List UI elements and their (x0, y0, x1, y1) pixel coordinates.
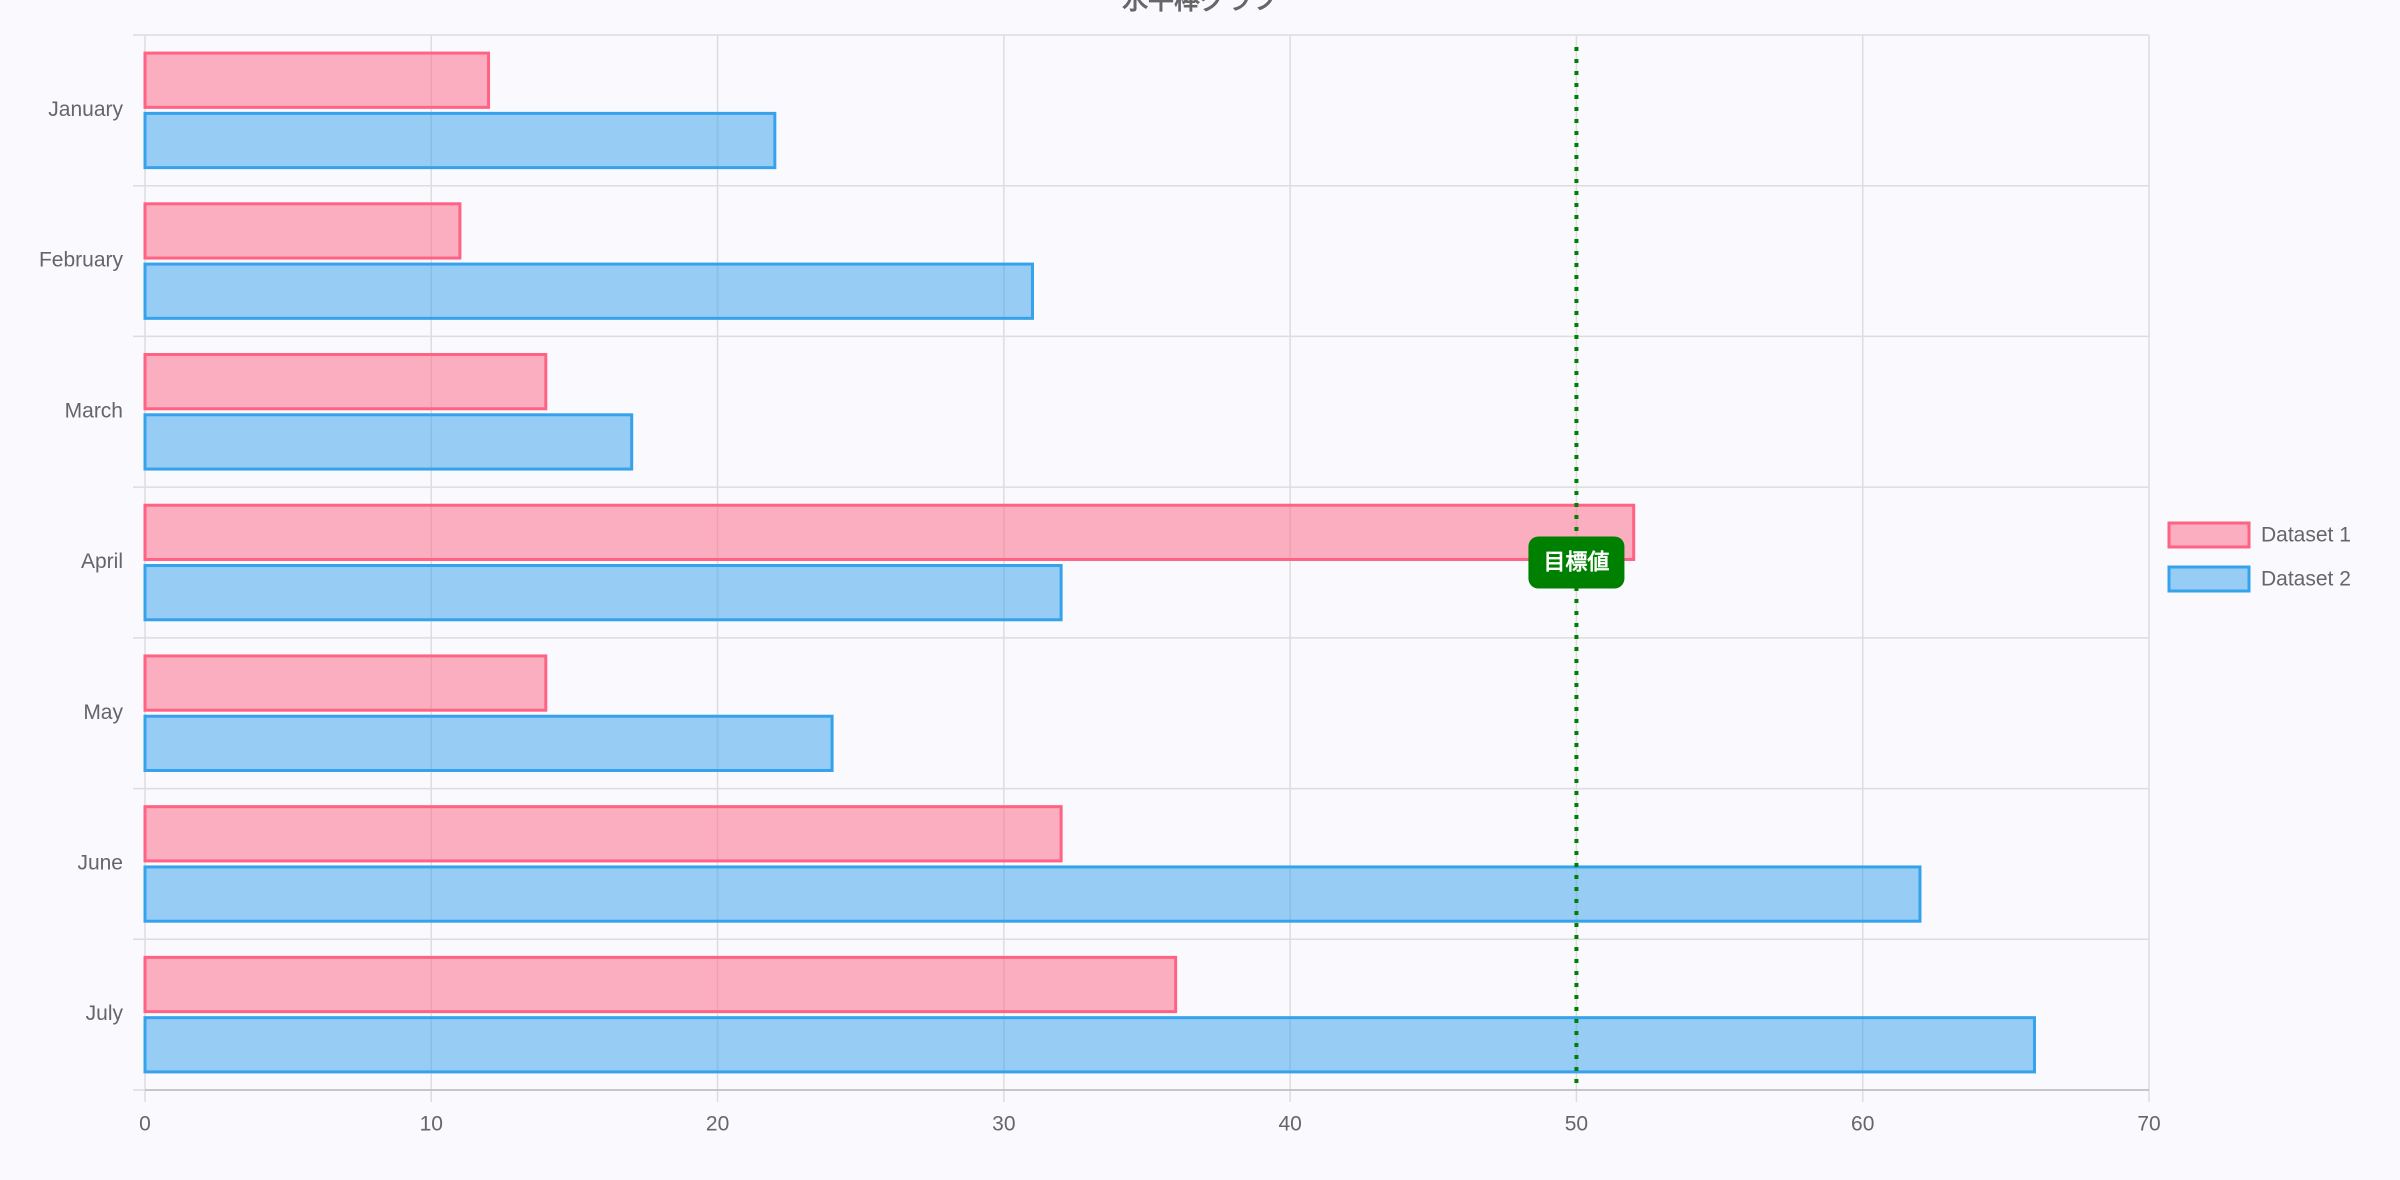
bar (143, 353, 548, 411)
bar (143, 654, 548, 712)
chart-title: 水平棒グラフ (1122, 0, 1278, 15)
bar (143, 805, 1063, 863)
bar (143, 413, 634, 471)
legend-label: Dataset 1 (2261, 524, 2351, 547)
x-tick-label: 20 (706, 1113, 729, 1136)
y-tick-label: January (48, 98, 123, 121)
y-tick-label: February (39, 249, 124, 272)
bar (143, 1016, 2036, 1074)
bar (143, 503, 1636, 561)
y-tick-label: July (86, 1002, 124, 1025)
legend-swatch (2167, 521, 2251, 549)
x-tick-label: 30 (992, 1113, 1015, 1136)
y-tick-label: April (81, 550, 123, 573)
legend-swatch (2167, 565, 2251, 593)
x-tick-label: 40 (1278, 1113, 1301, 1136)
target-label-box (1528, 536, 1625, 589)
x-tick-label: 10 (420, 1113, 443, 1136)
bar (143, 955, 1178, 1014)
bar (143, 111, 777, 170)
bar (143, 262, 1034, 320)
bar (143, 202, 462, 260)
bar (143, 865, 1922, 923)
x-tick-label: 70 (2137, 1113, 2160, 1136)
bar (143, 51, 491, 109)
y-tick-label: March (65, 399, 123, 422)
legend-label: Dataset 2 (2261, 568, 2351, 591)
y-tick-label: June (77, 851, 123, 874)
x-tick-label: 0 (139, 1113, 151, 1136)
target-label: 目標値 (1543, 549, 1609, 574)
x-tick-label: 60 (1851, 1113, 1874, 1136)
x-tick-label: 50 (1565, 1113, 1588, 1136)
bar (143, 714, 834, 772)
y-tick-label: May (83, 701, 123, 724)
bar (143, 564, 1063, 622)
